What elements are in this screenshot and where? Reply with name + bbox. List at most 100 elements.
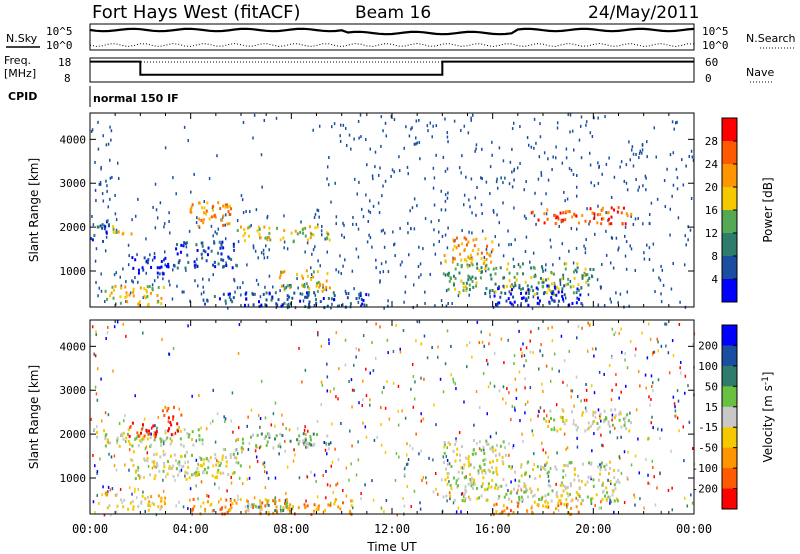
echo-cell (355, 297, 358, 301)
echo-cell (452, 283, 455, 287)
echo-cell (626, 214, 629, 218)
echo-cell (579, 293, 582, 297)
echo-dot (433, 203, 436, 207)
echo-cell (187, 465, 190, 469)
echo-dot (392, 381, 395, 385)
echo-dot (379, 270, 381, 274)
echo-dot (134, 394, 136, 398)
echo-dot (335, 215, 338, 219)
echo-dot (337, 270, 340, 274)
echo-cell (600, 465, 603, 469)
echo-dot (518, 370, 521, 374)
echo-dot (92, 500, 95, 504)
colorbar-segment (722, 386, 737, 408)
echo-dot (116, 320, 119, 324)
echo-cell (296, 232, 299, 236)
echo-cell (266, 499, 269, 503)
echo-cell (123, 498, 126, 502)
echo-cell (544, 494, 547, 498)
echo-cell (588, 276, 591, 280)
echo-cell (625, 212, 628, 216)
echo-cell (281, 270, 284, 274)
echo-dot (397, 384, 400, 388)
echo-cell (459, 252, 462, 256)
echo-dot (680, 371, 682, 375)
echo-cell (618, 418, 621, 422)
echo-cell (474, 452, 477, 456)
echo-dot (360, 492, 362, 496)
echo-cell (487, 486, 490, 490)
echo-dot (573, 148, 575, 152)
echo-dot (462, 495, 465, 499)
echo-cell (179, 429, 182, 433)
echo-dot (547, 157, 549, 161)
echo-cell (465, 289, 468, 293)
echo-cell (359, 294, 362, 298)
echo-dot (320, 233, 323, 237)
echo-dot (617, 248, 619, 252)
echo-cell (310, 443, 313, 447)
echo-dot (597, 116, 599, 120)
echo-dot (556, 121, 559, 125)
echo-cell (205, 471, 208, 475)
echo-dot (660, 510, 663, 514)
echo-cell (148, 285, 151, 289)
echo-dot (619, 292, 622, 296)
echo-dot (339, 134, 341, 138)
echo-cell (203, 458, 206, 462)
echo-cell (325, 441, 328, 445)
echo-cell (587, 421, 590, 425)
echo-cell (591, 211, 594, 215)
echo-cell (160, 496, 163, 500)
echo-dot (351, 405, 353, 409)
echo-dot (445, 304, 448, 308)
echo-cell (326, 434, 329, 438)
echo-dot (652, 351, 654, 355)
echo-cell (170, 439, 173, 443)
echo-dot (111, 487, 114, 491)
echo-dot (181, 290, 184, 294)
echo-dot (326, 483, 329, 487)
echo-cell (467, 278, 470, 282)
echo-dot (164, 250, 166, 254)
echo-cell (597, 478, 600, 482)
echo-dot (393, 242, 396, 246)
echo-cell (160, 505, 163, 509)
echo-dot (334, 447, 336, 451)
echo-cell (132, 287, 135, 291)
echo-dot (142, 331, 144, 335)
echo-cell (164, 429, 167, 433)
echo-cell (168, 465, 171, 469)
echo-cell (470, 481, 473, 485)
echo-dot (215, 463, 217, 467)
echo-dot (418, 140, 421, 144)
echo-cell (466, 263, 469, 267)
echo-cell (124, 285, 127, 289)
echo-cell (468, 283, 471, 287)
echo-dot (595, 347, 597, 351)
freq-tick-bottom: 8 (64, 72, 71, 85)
echo-dot (296, 277, 298, 281)
echo-cell (577, 283, 580, 287)
echo-dot (162, 449, 165, 453)
echo-cell (546, 284, 549, 288)
echo-cell (172, 474, 175, 478)
echo-cell (362, 299, 365, 303)
echo-dot (426, 356, 429, 360)
echo-cell (104, 437, 107, 441)
echo-cell (190, 205, 193, 209)
echo-dot (657, 349, 659, 353)
echo-cell (101, 226, 104, 230)
echo-cell (453, 239, 456, 243)
echo-dot (577, 324, 580, 328)
echo-dot (410, 227, 412, 231)
echo-dot (634, 454, 637, 458)
echo-dot (669, 153, 672, 157)
echo-dot (425, 481, 428, 485)
echo-dot (525, 216, 527, 220)
echo-dot (168, 352, 171, 356)
echo-cell (193, 471, 196, 475)
time-tick-label: 08:00 (273, 522, 309, 536)
echo-cell (252, 505, 255, 509)
echo-cell (581, 213, 584, 217)
